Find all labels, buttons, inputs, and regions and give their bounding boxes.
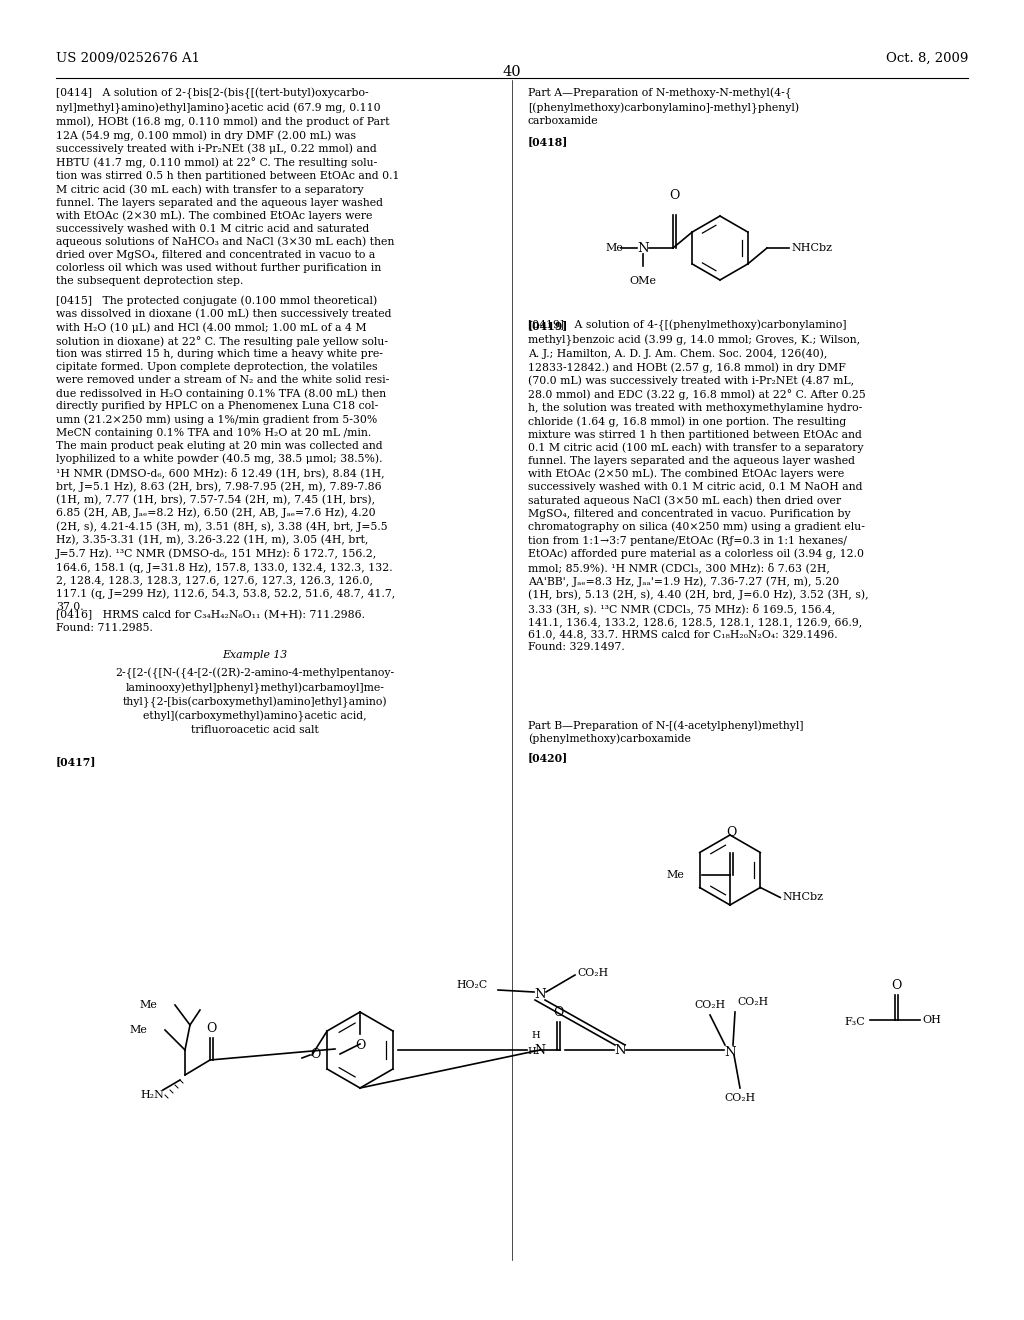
Text: [0418]: [0418] [528, 136, 568, 147]
Text: O: O [354, 1039, 366, 1052]
Text: OH: OH [922, 1015, 941, 1026]
Text: [0419]: [0419] [528, 319, 568, 331]
Text: O: O [310, 1048, 321, 1061]
Text: [0415]   The protected conjugate (0.100 mmol theoretical)
was dissolved in dioxa: [0415] The protected conjugate (0.100 mm… [56, 294, 395, 612]
Text: Me: Me [129, 1026, 147, 1035]
Text: Me: Me [605, 243, 623, 253]
Text: H: H [531, 1031, 541, 1040]
Text: Oct. 8, 2009: Oct. 8, 2009 [886, 51, 968, 65]
Text: Me: Me [667, 870, 684, 880]
Text: NHCbz: NHCbz [791, 243, 831, 253]
Text: Part A—Preparation of N-methoxy-N-methyl(4-{
[(phenylmethoxy)carbonylamino]-meth: Part A—Preparation of N-methoxy-N-methyl… [528, 88, 799, 127]
Text: H₂N: H₂N [140, 1090, 164, 1100]
Text: O: O [553, 1006, 563, 1019]
Text: N: N [614, 1044, 626, 1056]
Text: Me: Me [139, 1001, 157, 1010]
Text: O: O [891, 979, 902, 993]
Text: CO₂H: CO₂H [724, 1093, 756, 1104]
Text: [0416]   HRMS calcd for C₃₄H₄₂N₆O₁₁ (M+H): 711.2986.
Found: 711.2985.: [0416] HRMS calcd for C₃₄H₄₂N₆O₁₁ (M+H):… [56, 610, 365, 634]
Text: O: O [206, 1022, 217, 1035]
Text: NHCbz: NHCbz [782, 892, 823, 903]
Text: CO₂H: CO₂H [737, 997, 768, 1007]
Text: N: N [637, 242, 649, 255]
Text: O: O [726, 826, 736, 840]
Text: H: H [527, 1048, 537, 1056]
Text: N: N [535, 1044, 546, 1056]
Text: O: O [670, 189, 680, 202]
Text: OMe: OMe [630, 276, 656, 286]
Text: [0419]   A solution of 4-{[(phenylmethoxy)carbonylamino]
methyl}benzoic acid (3.: [0419] A solution of 4-{[(phenylmethoxy)… [528, 319, 868, 652]
Text: N: N [724, 1045, 736, 1059]
Text: US 2009/0252676 A1: US 2009/0252676 A1 [56, 51, 200, 65]
Text: 40: 40 [503, 65, 521, 79]
Text: 2-{[2-({[N-({4-[2-((2R)-2-amino-4-methylpentanoy-
laminooxy)ethyl]phenyl}methyl): 2-{[2-({[N-({4-[2-((2R)-2-amino-4-methyl… [116, 668, 394, 735]
Text: CO₂H: CO₂H [577, 968, 608, 978]
Text: F₃C: F₃C [844, 1016, 865, 1027]
Text: Part B—Preparation of N-[(4-acetylphenyl)methyl]
(phenylmethoxy)carboxamide: Part B—Preparation of N-[(4-acetylphenyl… [528, 719, 804, 744]
Text: [0414]   A solution of 2-{bis[2-(bis{[(tert-butyl)oxycarbo-
nyl]methyl}amino)eth: [0414] A solution of 2-{bis[2-(bis{[(ter… [56, 88, 399, 286]
Text: N: N [535, 989, 546, 1002]
Text: [0420]: [0420] [528, 752, 568, 763]
Text: [0417]: [0417] [56, 756, 96, 767]
Text: Example 13: Example 13 [222, 649, 288, 660]
Text: HO₂C: HO₂C [457, 979, 488, 990]
Text: CO₂H: CO₂H [694, 1001, 726, 1010]
